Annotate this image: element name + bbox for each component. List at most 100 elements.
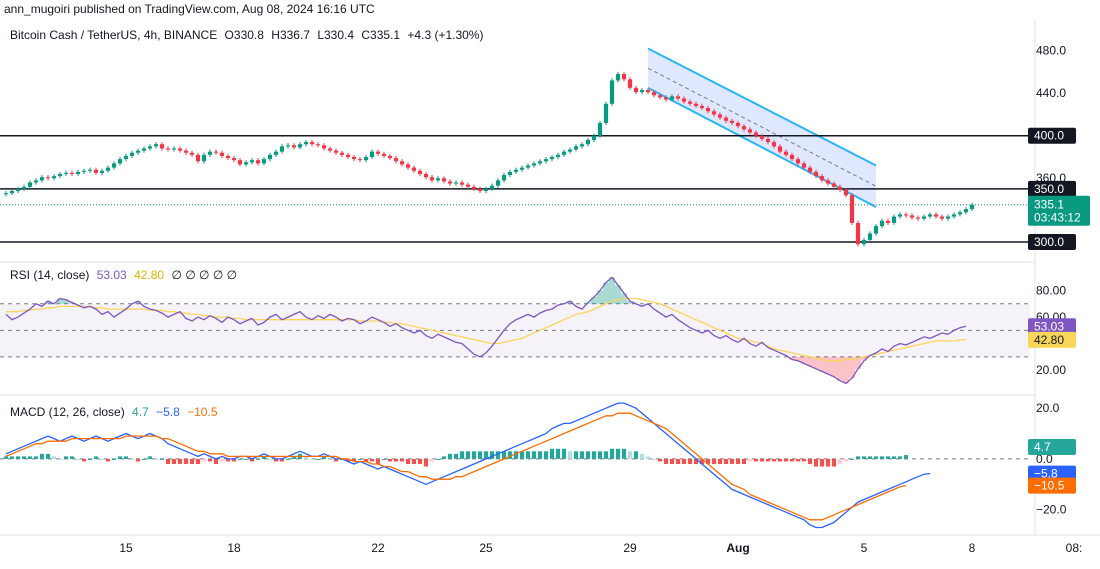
- candle-body: [423, 173, 429, 178]
- candle-body: [213, 151, 219, 153]
- macd-hist-bar: [507, 451, 513, 459]
- candle-body: [657, 95, 663, 98]
- macd-hist-bar: [141, 458, 147, 460]
- macd-hist-bar: [255, 458, 261, 460]
- level-label-400.0: 400.0: [1034, 129, 1064, 143]
- rsi-ma-line: [6, 297, 966, 362]
- candle-body: [849, 195, 855, 223]
- macd-hist-bar: [639, 453, 645, 459]
- candle-body: [327, 148, 333, 151]
- macd-hist-bar: [579, 451, 585, 459]
- candle-body: [819, 176, 825, 181]
- time-tick-22: 22: [371, 541, 385, 555]
- candle-body: [219, 152, 225, 156]
- macd-hist-bar: [321, 456, 327, 459]
- candle-body: [255, 160, 261, 164]
- candle-body: [669, 96, 675, 100]
- macd-hist-bar: [201, 458, 207, 462]
- last-price-value: 335.1: [1034, 198, 1064, 212]
- candle-body: [837, 186, 843, 190]
- macd-hist-bar: [495, 451, 501, 459]
- candle-body: [609, 80, 615, 104]
- candle-body: [345, 154, 351, 157]
- candle-body: [129, 152, 135, 156]
- candle-body: [111, 163, 117, 168]
- candle-body: [483, 188, 489, 192]
- macd-hist-bar: [261, 456, 267, 459]
- macd-hist-bar: [75, 458, 81, 460]
- macd-hist-bar: [225, 458, 231, 462]
- candle-body: [555, 154, 561, 157]
- candle-body: [183, 150, 189, 153]
- macd-hist-bar: [177, 458, 183, 464]
- level-badge-300.0: [1028, 234, 1076, 251]
- macd-hist-bar: [69, 456, 75, 459]
- candle-body: [693, 103, 699, 106]
- macd-hist-bar: [189, 458, 195, 464]
- price-tick-360.0: 360.0: [1036, 171, 1066, 185]
- candle-body: [147, 146, 153, 149]
- macd-hist-bar: [477, 451, 483, 459]
- candle-body: [783, 151, 789, 155]
- high-value: 336.7: [279, 28, 310, 42]
- candle-body: [189, 152, 195, 155]
- macd-hist-bar: [411, 458, 417, 464]
- candle-body: [369, 151, 375, 157]
- macd-hist-bar: [315, 458, 321, 460]
- macd-hist-bar: [753, 458, 759, 462]
- candle-body: [123, 155, 129, 160]
- macd-hist-bar: [153, 458, 159, 460]
- macd-hist-value: 4.7: [132, 405, 149, 419]
- candle-body: [159, 144, 165, 149]
- macd-hist-bar: [459, 451, 465, 459]
- candle-body: [801, 163, 807, 168]
- candle-body: [417, 170, 423, 174]
- macd-tick: −20.0: [1036, 503, 1067, 517]
- macd-hist-bar: [393, 458, 399, 462]
- macd-hist-bar: [783, 458, 789, 462]
- symbol-legend: Bitcoin Cash / TetherUS, 4h, BINANCE O33…: [10, 28, 487, 42]
- macd-tick: 0.0: [1036, 452, 1053, 466]
- macd-hist-bar: [345, 458, 351, 462]
- macd-hist-bar: [693, 458, 699, 464]
- candle-body: [777, 146, 783, 152]
- candle-body: [663, 97, 669, 100]
- macd-hist-badge-label: 4.7: [1034, 440, 1051, 454]
- level-badge-350.0: [1028, 180, 1076, 197]
- macd-hist-bar: [717, 458, 723, 464]
- time-tick-15: 15: [119, 541, 133, 555]
- macd-hist-bar: [465, 451, 471, 459]
- candle-body: [495, 180, 501, 186]
- macd-hist-bar: [405, 458, 411, 464]
- candle-body: [69, 172, 75, 174]
- candle-body: [945, 216, 951, 219]
- candle-body: [939, 216, 945, 219]
- candle-body: [507, 171, 513, 176]
- candle-body: [933, 214, 939, 217]
- macd-hist-bar: [429, 458, 435, 462]
- candle-body: [891, 216, 897, 223]
- candle-body: [99, 170, 105, 173]
- candle-body: [741, 126, 747, 130]
- candle-body: [321, 145, 327, 149]
- macd-hist-bar: [663, 458, 669, 464]
- macd-hist-bar: [849, 458, 855, 460]
- candle-body: [561, 151, 567, 155]
- macd-hist-bar: [777, 458, 783, 462]
- candle-body: [39, 177, 45, 181]
- candle-body: [633, 87, 639, 93]
- macd-hist-badge: [1028, 438, 1076, 455]
- candle-body: [201, 154, 207, 162]
- candle-body: [771, 142, 777, 147]
- candle-body: [333, 150, 339, 153]
- macd-hist-bar: [645, 456, 651, 459]
- candle-body: [27, 182, 33, 187]
- candle-body: [87, 169, 93, 171]
- candle-body: [927, 214, 933, 217]
- candle-body: [705, 108, 711, 112]
- rsi-ma-badge-label: 42.80: [1034, 333, 1064, 347]
- macd-signal-badge: [1028, 477, 1076, 494]
- macd-hist-bar: [111, 458, 117, 460]
- macd-hist-bar: [795, 458, 801, 462]
